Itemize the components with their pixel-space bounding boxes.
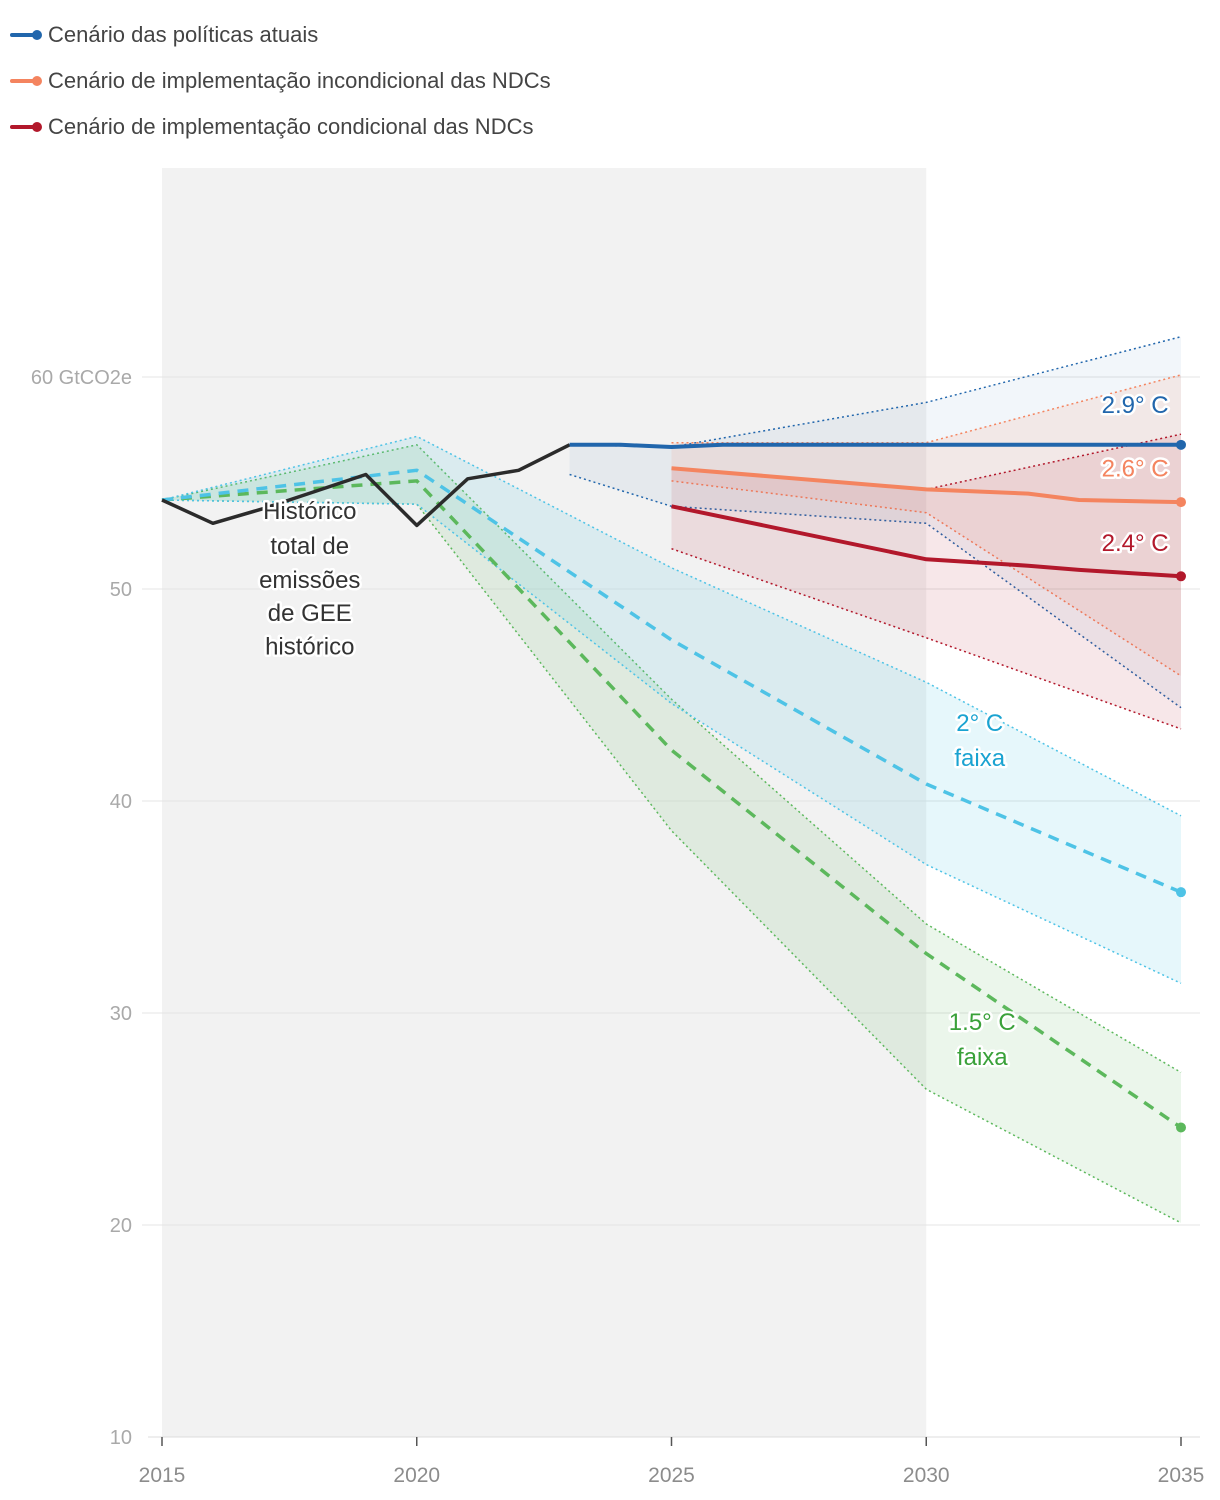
series-end-2	[1176, 571, 1186, 582]
band-fill-3	[671, 374, 1181, 676]
band-fill-1	[162, 436, 1181, 984]
band-upper-0	[161, 443, 1182, 1074]
y-tick-label: 10	[110, 1427, 132, 1449]
legend-label-conditional-ndc: Cenário de implementação condicional das…	[48, 114, 534, 139]
historical-shading	[162, 168, 927, 1437]
series-line-0	[569, 442, 1181, 449]
band-median-end-1	[1176, 887, 1186, 898]
band-upper-3	[671, 374, 1182, 444]
label-hist-5: histórico	[265, 634, 354, 661]
label-2c-line1: 2° C	[956, 710, 1003, 737]
y-tick-label: 20	[110, 1215, 132, 1237]
legend-swatch-unconditional-ndc	[10, 76, 42, 86]
label-15c-line1: 1.5° C	[949, 1009, 1016, 1036]
band-upper-1	[161, 435, 1182, 817]
historical-line	[161, 443, 571, 528]
series-line-2	[671, 504, 1182, 579]
x-tick-label: 2025	[648, 1464, 695, 1487]
label-2-6: 2.6° C	[1102, 456, 1169, 483]
band-median-end-0	[1176, 1122, 1186, 1133]
x-tick-label: 2030	[903, 1464, 950, 1487]
y-tick-label: 60 GtCO2e	[31, 367, 132, 389]
label-hist-4: de GEE	[268, 600, 352, 627]
series-end-1	[1176, 497, 1186, 508]
legend-item-conditional-ndc[interactable]: Cenário de implementação condicional das…	[10, 104, 551, 150]
legend-label-current-policies: Cenário das políticas atuais	[48, 22, 319, 47]
band-median-0	[161, 479, 1182, 1129]
series-end-0	[1176, 439, 1186, 450]
legend-label-unconditional-ndc: Cenário de implementação incondicional d…	[48, 68, 551, 93]
label-hist-2: total de	[270, 533, 349, 560]
legend-swatch-current-policies	[10, 30, 42, 40]
legend-item-unconditional-ndc[interactable]: Cenário de implementação incondicional d…	[10, 58, 551, 104]
y-tick-label: 50	[110, 579, 132, 601]
band-fill-4	[671, 434, 1181, 729]
label-15c-line2: faixa	[957, 1044, 1008, 1071]
band-fill-2	[569, 336, 1181, 708]
legend-item-current-policies[interactable]: Cenário das políticas atuais	[10, 12, 551, 58]
label-2-4: 2.4° C	[1102, 530, 1169, 557]
x-tick-label: 2020	[393, 1464, 440, 1487]
legend-swatch-conditional-ndc	[10, 122, 42, 132]
x-tick-label: 2035	[1158, 1464, 1205, 1487]
series-line-1	[671, 466, 1182, 505]
label-hist-1: Histórico	[263, 498, 356, 525]
band-fill-0	[162, 444, 1181, 1223]
x-tick-label: 2015	[139, 1464, 186, 1487]
band-median-1	[161, 468, 1182, 894]
label-hist-3: emissões	[259, 567, 360, 594]
legend: Cenário das políticas atuais Cenário de …	[10, 12, 551, 150]
label-2c-line2: faixa	[954, 745, 1005, 772]
label-2-9: 2.9° C	[1102, 392, 1169, 419]
band-lower-4	[671, 547, 1182, 730]
y-tick-label: 30	[110, 1003, 132, 1025]
y-tick-label: 40	[110, 791, 132, 813]
band-lower-3	[671, 480, 1182, 677]
